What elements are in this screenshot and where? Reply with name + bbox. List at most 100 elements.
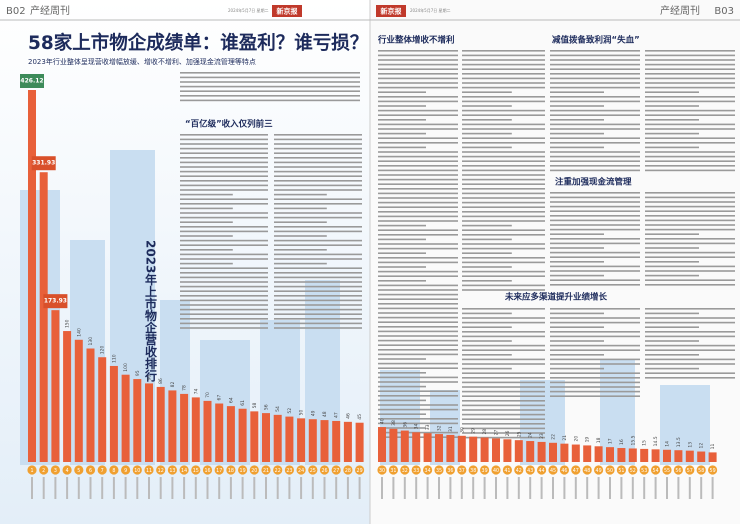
text-line bbox=[462, 358, 545, 361]
bar bbox=[215, 403, 224, 462]
bar bbox=[537, 441, 546, 462]
text-line bbox=[378, 114, 458, 116]
text-line bbox=[180, 295, 268, 297]
body-text bbox=[180, 50, 735, 439]
rank-label: 5 bbox=[77, 468, 80, 474]
bar bbox=[273, 414, 282, 462]
text-line bbox=[378, 197, 458, 199]
text-line bbox=[378, 358, 426, 360]
company-name bbox=[460, 477, 463, 499]
text-line bbox=[378, 82, 458, 84]
text-line bbox=[180, 226, 268, 228]
rank-label: 42 bbox=[516, 468, 522, 474]
text-line bbox=[180, 299, 268, 302]
text-line bbox=[274, 276, 362, 279]
text-line bbox=[645, 196, 735, 199]
text-line bbox=[274, 180, 362, 182]
text-line bbox=[274, 134, 362, 136]
text-line bbox=[550, 165, 640, 167]
rank-badge bbox=[144, 465, 154, 475]
text-line bbox=[462, 377, 545, 379]
text-line bbox=[378, 376, 458, 379]
text-line bbox=[462, 54, 545, 57]
text-line bbox=[378, 137, 458, 139]
text-line bbox=[550, 201, 640, 203]
text-line bbox=[462, 432, 545, 434]
text-line bbox=[180, 258, 268, 260]
text-line bbox=[645, 91, 699, 93]
text-line bbox=[645, 247, 699, 249]
text-line bbox=[645, 205, 735, 208]
value-label: 45 bbox=[357, 414, 363, 420]
text-line bbox=[462, 114, 545, 116]
text-line bbox=[462, 363, 545, 365]
bar bbox=[285, 416, 294, 462]
value-label: 12 bbox=[699, 443, 705, 449]
text-line bbox=[378, 123, 458, 126]
text-line bbox=[462, 211, 545, 213]
text-line bbox=[550, 381, 640, 384]
rank-label: 52 bbox=[630, 468, 636, 474]
bar bbox=[412, 432, 421, 462]
text-line bbox=[180, 193, 233, 196]
text-line bbox=[180, 99, 360, 102]
text-line bbox=[645, 367, 699, 370]
company-name bbox=[381, 477, 383, 499]
bar bbox=[320, 420, 329, 462]
text-line bbox=[550, 354, 604, 356]
text-line bbox=[550, 68, 640, 70]
rank-label: 33 bbox=[413, 468, 419, 474]
text-line bbox=[180, 170, 268, 173]
text-line bbox=[645, 358, 735, 361]
text-line bbox=[378, 128, 458, 130]
text-line bbox=[645, 63, 735, 66]
text-line bbox=[462, 132, 512, 135]
value-label: 120 bbox=[100, 346, 106, 355]
value-label: 33 bbox=[425, 424, 431, 430]
rank-label: 6 bbox=[89, 468, 92, 474]
rank-badge bbox=[85, 465, 96, 475]
value-label: 28 bbox=[482, 429, 488, 435]
company-name bbox=[276, 477, 279, 499]
text-line bbox=[550, 251, 640, 254]
value-label: 14 bbox=[665, 441, 671, 447]
text-line bbox=[462, 192, 545, 195]
value-label: 24 bbox=[528, 432, 534, 438]
text-line bbox=[180, 262, 233, 265]
value-label-box bbox=[43, 294, 68, 309]
bar bbox=[640, 448, 649, 462]
company-name bbox=[171, 477, 174, 499]
text-line bbox=[550, 96, 640, 98]
rank-badge bbox=[355, 465, 365, 475]
rank-label: 10 bbox=[134, 468, 140, 474]
text-line bbox=[378, 73, 458, 75]
rank-label: 43 bbox=[527, 468, 533, 474]
company-name bbox=[124, 477, 127, 499]
value-label: 18 bbox=[596, 437, 602, 443]
value-label: 54 bbox=[275, 406, 281, 412]
text-line bbox=[180, 203, 268, 205]
text-line bbox=[462, 188, 545, 190]
text-line bbox=[550, 219, 640, 222]
text-line bbox=[274, 299, 362, 302]
text-line bbox=[274, 267, 362, 269]
rank-badge bbox=[261, 465, 271, 475]
masthead: 新京报 bbox=[277, 7, 299, 16]
text-line bbox=[462, 340, 512, 342]
text-line bbox=[550, 242, 640, 245]
text-line bbox=[645, 142, 735, 144]
value-label: 31 bbox=[448, 426, 454, 432]
text-line bbox=[378, 132, 426, 135]
text-line bbox=[645, 321, 735, 324]
rank-label: 46 bbox=[561, 468, 567, 474]
text-line bbox=[378, 422, 458, 425]
company-name bbox=[552, 477, 554, 499]
bar bbox=[191, 397, 200, 462]
rank-badge bbox=[226, 465, 236, 475]
company-name bbox=[517, 477, 520, 499]
text-line bbox=[180, 175, 268, 177]
text-line bbox=[378, 349, 458, 351]
value-label: 86 bbox=[158, 378, 164, 384]
value-label-box bbox=[31, 156, 56, 171]
text-line bbox=[645, 238, 735, 240]
